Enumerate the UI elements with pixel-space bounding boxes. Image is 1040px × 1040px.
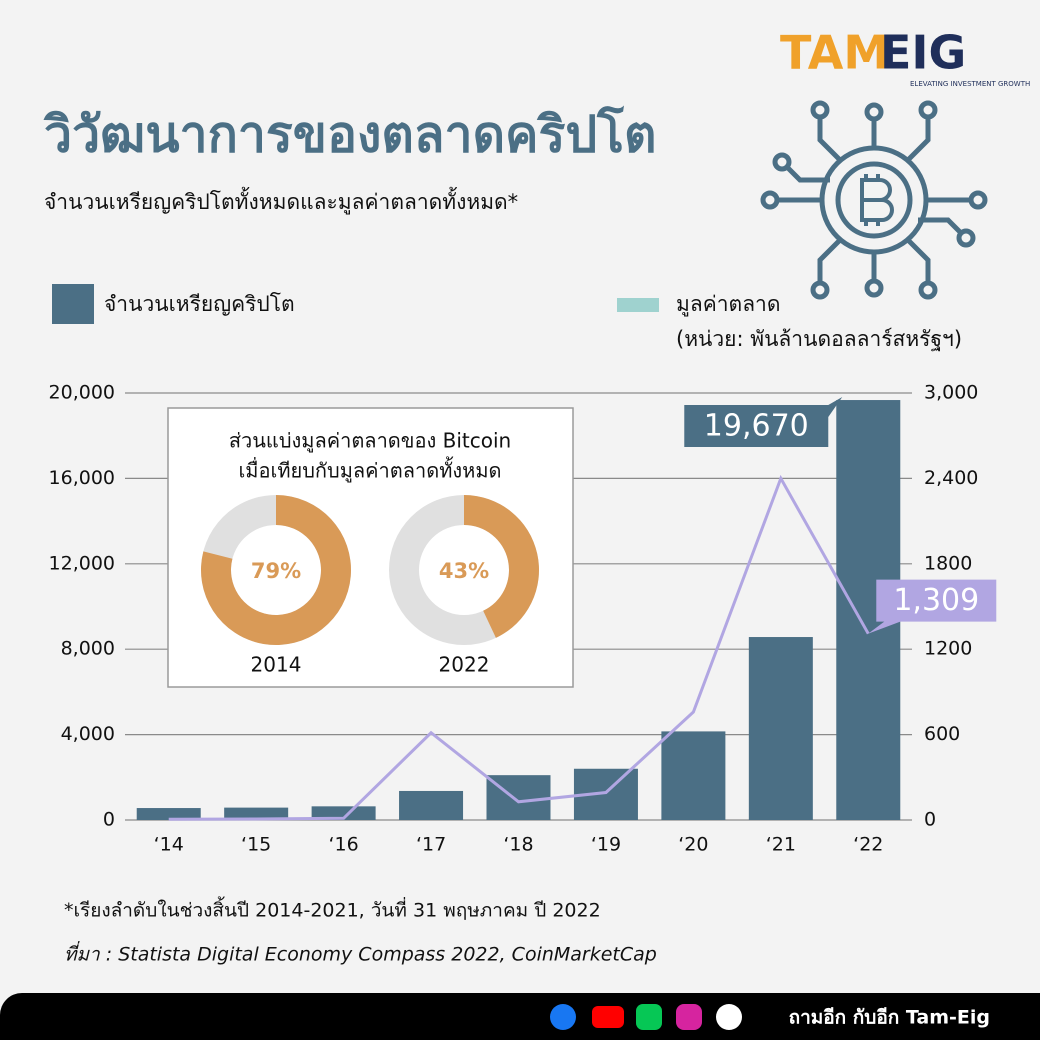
inset-title: ส่วนแบ่งมูลค่าตลาดของ Bitcoin — [229, 429, 511, 454]
y2-tick-label: 1200 — [924, 638, 972, 660]
logo-left: TAM — [780, 26, 889, 80]
y-tick-label: 20,000 — [49, 382, 115, 404]
line — [168, 474, 870, 821]
x-tick-label: ‘21 — [766, 834, 796, 856]
legend-swatch — [617, 298, 659, 312]
pie-title: 2022 — [439, 653, 490, 677]
y-tick-label: 16,000 — [49, 467, 115, 489]
line-icon[interactable] — [636, 1004, 662, 1030]
y2-tick-label: 600 — [924, 723, 960, 745]
value-label-box — [868, 579, 997, 634]
value-label: 19,670 — [704, 409, 809, 444]
y-tick-label: 8,000 — [61, 638, 115, 660]
x-tick-label: ‘22 — [853, 834, 883, 856]
bar — [399, 790, 464, 820]
y2-tick-label: 0 — [924, 809, 936, 831]
y-tick-label: 0 — [103, 809, 115, 831]
pie-label: 43% — [439, 559, 489, 583]
instagram-icon[interactable] — [676, 1004, 702, 1030]
y2-tick-label: 1800 — [924, 552, 972, 574]
title: วิวัฒนาการของตลาดคริปโต — [43, 105, 656, 164]
bar — [661, 731, 726, 820]
footer-bar — [0, 993, 1040, 1040]
bar — [486, 775, 551, 820]
facebook-icon[interactable] — [550, 1004, 576, 1030]
logo-right: EIG — [880, 26, 966, 80]
inset-title: เมื่อเทียบกับมูลค่าตลาดทั้งหมด — [238, 457, 501, 484]
youtube-icon[interactable] — [592, 1006, 624, 1028]
social-icons — [550, 1004, 742, 1030]
pie-slice — [201, 495, 351, 646]
legend-label: มูลค่าตลาด — [676, 292, 781, 317]
footnote: *เรียงลำดับในช่วงสิ้นปี 2014-2021, วันที… — [64, 897, 601, 922]
legend-swatch — [52, 284, 94, 324]
bar — [748, 637, 813, 820]
y-tick-label: 12,000 — [49, 552, 115, 574]
footer-text: ถามอีก กับอีก Tam-Eig — [789, 1007, 990, 1029]
subtitle: จำนวนเหรียญคริปโตทั้งหมดและมูลค่าตลาดทั้… — [44, 187, 518, 215]
legend-label: จำนวนเหรียญคริปโต — [104, 292, 295, 316]
bar — [311, 806, 376, 820]
logo-tagline: ELEVATING INVESTMENT GROWTH — [910, 80, 1030, 88]
bitcoin-icon — [760, 100, 988, 300]
value-label: 1,309 — [893, 583, 979, 618]
x-tick-label: ‘15 — [241, 834, 271, 856]
bar — [136, 808, 201, 820]
source: ที่มา : Statista Digital Economy Compass… — [64, 941, 657, 966]
y2-tick-label: 2,400 — [924, 467, 978, 489]
x-tick-label: ‘18 — [503, 834, 533, 856]
x-tick-label: ‘14 — [154, 834, 184, 856]
bar — [224, 807, 289, 820]
x-tick-label: ‘20 — [678, 834, 708, 856]
y2-axis-label: (หน่วย: พันล้านดอลลาร์สหรัฐฯ) — [676, 327, 962, 351]
y-tick-label: 4,000 — [61, 723, 115, 745]
pie-slice — [464, 495, 539, 638]
value-label-box — [684, 397, 843, 448]
tiktok-icon[interactable] — [716, 1004, 742, 1030]
x-tick-label: ‘19 — [591, 834, 621, 856]
pie-label: 79% — [251, 559, 301, 583]
y2-tick-label: 3,000 — [924, 382, 978, 404]
x-tick-label: ‘17 — [416, 834, 446, 856]
pie-title: 2014 — [251, 653, 302, 677]
x-tick-label: ‘16 — [329, 834, 359, 856]
